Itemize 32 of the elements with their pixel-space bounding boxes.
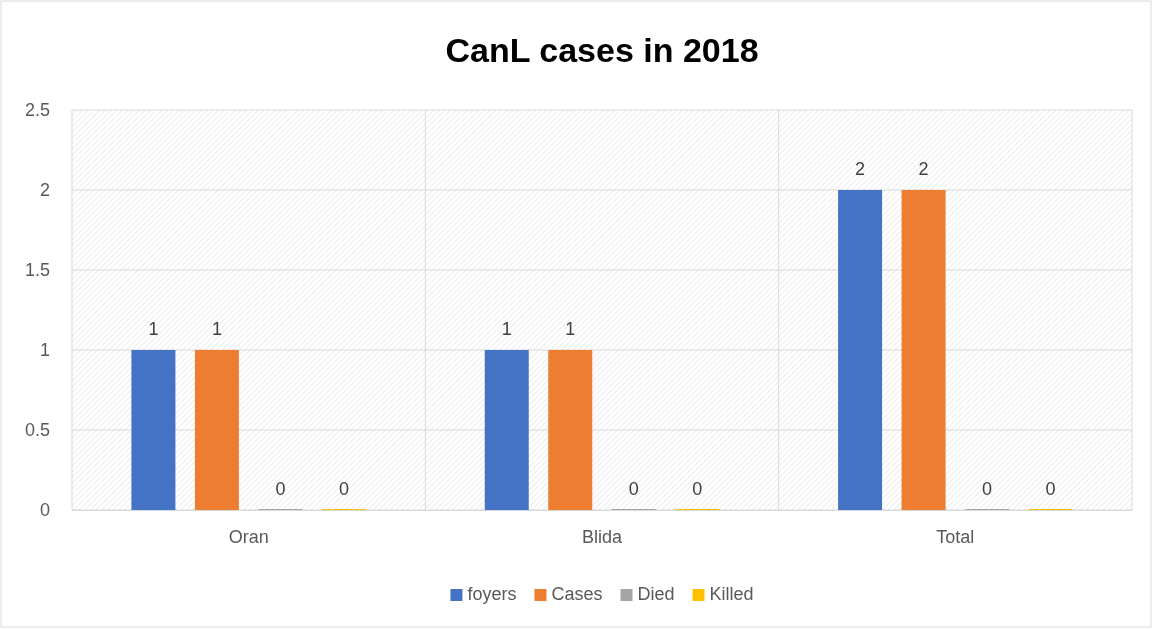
legend-label: Killed — [709, 584, 754, 604]
data-label: 2 — [855, 159, 866, 179]
x-tick-label: Total — [936, 526, 975, 547]
data-label: 0 — [628, 479, 639, 499]
bar — [194, 350, 239, 510]
legend-label: Cases — [551, 584, 603, 604]
bar — [131, 350, 176, 510]
data-label: 1 — [501, 319, 512, 339]
data-label: 1 — [565, 319, 576, 339]
y-tick-label: 0.5 — [24, 420, 50, 441]
bar — [901, 190, 946, 510]
data-label: 0 — [275, 479, 286, 499]
bar — [484, 350, 529, 510]
data-label: 0 — [692, 479, 703, 499]
y-tick-label: 0 — [39, 500, 50, 521]
bar — [838, 190, 883, 510]
data-label: 0 — [338, 479, 349, 499]
y-tick-label: 1 — [39, 340, 50, 361]
chart-title: CanL cases in 2018 — [445, 31, 759, 69]
data-label: 2 — [918, 159, 929, 179]
bar — [548, 350, 593, 510]
x-tick-label: Oran — [228, 526, 269, 547]
y-tick-label: 1.5 — [24, 260, 50, 281]
y-tick-label: 2 — [39, 180, 50, 201]
y-tick-label: 2.5 — [24, 100, 50, 121]
data-label: 0 — [982, 479, 993, 499]
x-tick-label: Blida — [581, 526, 623, 547]
legend-label: foyers — [467, 584, 517, 604]
data-label: 1 — [148, 319, 159, 339]
data-label: 1 — [211, 319, 222, 339]
legend-label: Died — [637, 584, 675, 604]
data-label: 0 — [1045, 479, 1056, 499]
